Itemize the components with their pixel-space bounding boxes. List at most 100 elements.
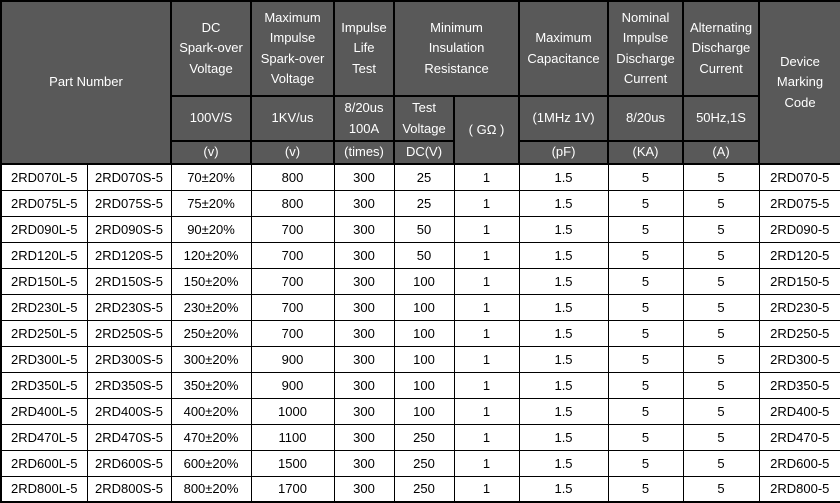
table-row: 2RD120L-5 2RD120S-5 120±20% 700 300 50 1 1.5 5 5 2…	[0, 241, 840, 269]
table-cell: 2RD120-5	[758, 241, 840, 269]
header-part-number: Part Number	[0, 0, 173, 165]
table-cell: 2RD800S-5	[86, 475, 172, 503]
table-cell: 150±20%	[170, 267, 252, 295]
table-cell: 2RD120S-5	[86, 241, 172, 269]
table-row: 2RD250L-5 2RD250S-5 250±20% 700 300 100 1 1.5 5 5…	[0, 319, 840, 347]
table-cell: 2RD075L-5	[0, 189, 88, 217]
table-cell: 2RD230-5	[758, 293, 840, 321]
header-impulse-life-test: Impulse Life Test	[333, 0, 396, 97]
table-cell: 5	[682, 397, 760, 425]
table-cell: 2RD120L-5	[0, 241, 88, 269]
header-test-voltage: Test Voltage	[393, 95, 456, 142]
table-cell: 5	[607, 241, 684, 269]
table-cell: 5	[607, 397, 684, 425]
table-cell: 5	[607, 319, 684, 347]
table-cell: 1.5	[518, 163, 609, 191]
table-cell: 1.5	[518, 475, 609, 503]
table-cell: 1.5	[518, 423, 609, 451]
table-cell: 5	[607, 267, 684, 295]
table-cell: 2RD090S-5	[86, 215, 172, 243]
table-cell: 250±20%	[170, 319, 252, 347]
header-ac-condition: 50Hz,1S	[682, 95, 761, 142]
table-cell: 5	[682, 163, 760, 191]
header-row-groups: Part Number DC Spark-over Voltage Maximu…	[0, 0, 840, 165]
table-cell: 25	[393, 163, 455, 191]
table-cell: 300	[333, 241, 395, 269]
table-cell: 2RD090-5	[758, 215, 840, 243]
table-cell: 120±20%	[170, 241, 252, 269]
table-cell: 5	[607, 449, 684, 477]
table-cell: 2RD250L-5	[0, 319, 88, 347]
table-cell: 5	[682, 423, 760, 451]
table-cell: 2RD075-5	[758, 189, 840, 217]
table-row: 2RD090L-5 2RD090S-5 90±20% 700 300 50 1 1.5 5 5 2R…	[0, 215, 840, 243]
table-cell: 100	[393, 345, 455, 373]
header-min-insulation-resistance: Minimum Insulation Resistance	[393, 0, 521, 97]
table-cell: 1.5	[518, 397, 609, 425]
table-cell: 2RD400-5	[758, 397, 840, 425]
table-cell: 400±20%	[170, 397, 252, 425]
table-row: 2RD300L-5 2RD300S-5 300±20% 900 300 100 1 1.5 5 5…	[0, 345, 840, 373]
header-impulse-condition: 1KV/us	[250, 95, 336, 142]
table-cell: 1	[453, 449, 520, 477]
header-max-impulse-sparkover-voltage: Maximum Impulse Spark-over Voltage	[250, 0, 336, 97]
table-cell: 100	[393, 293, 455, 321]
table-cell: 700	[250, 267, 335, 295]
table-cell: 50	[393, 215, 455, 243]
table-cell: 1.5	[518, 449, 609, 477]
table-cell: 2RD470-5	[758, 423, 840, 451]
table-cell: 300	[333, 475, 395, 503]
header-row-conditions: 100V/S 1KV/us 8/20us 100A Test Voltage (…	[1, 95, 840, 165]
table-cell: 1.5	[518, 267, 609, 295]
table-cell: 300	[333, 371, 395, 399]
table-cell: 2RD230L-5	[0, 293, 88, 321]
table-cell: 1	[453, 371, 520, 399]
table-cell: 5	[682, 241, 760, 269]
table-cell: 700	[250, 319, 335, 347]
table-cell: 2RD350L-5	[0, 371, 88, 399]
table-cell: 5	[682, 345, 760, 373]
table-cell: 2RD800L-5	[0, 475, 88, 503]
table-cell: 2RD250S-5	[86, 319, 172, 347]
table-cell: 2RD075S-5	[86, 189, 172, 217]
table-cell: 1000	[250, 397, 335, 425]
table-cell: 5	[682, 189, 760, 217]
table-cell: 2RD070L-5	[0, 163, 88, 191]
table-cell: 5	[682, 449, 760, 477]
table-cell: 5	[682, 371, 760, 399]
table-cell: 1100	[250, 423, 335, 451]
table-cell: 1	[453, 163, 520, 191]
table-row: 2RD150L-5 2RD150S-5 150±20% 700 300 100 1 1.5 5 5…	[0, 267, 840, 295]
header-impulse-unit: (v)	[250, 140, 336, 165]
header-life-unit: (times)	[333, 140, 396, 165]
table-cell: 300	[333, 215, 395, 243]
table-cell: 2RD150L-5	[0, 267, 88, 295]
table-cell: 2RD300L-5	[0, 345, 88, 373]
table-cell: 300	[333, 293, 395, 321]
table-row: 2RD350L-5 2RD350S-5 350±20% 900 300 100 1 1.5 5 5…	[0, 371, 840, 399]
table-row: 2RD470L-5 2RD470S-5 470±20% 1100 300 250 1 1.5 5…	[0, 423, 840, 451]
header-row-units: (v) (v) (times) DC(V) (pF) (KA) (A)	[1, 140, 840, 165]
table-cell: 2RD300S-5	[86, 345, 172, 373]
table-cell: 1500	[250, 449, 335, 477]
table-cell: 5	[607, 345, 684, 373]
table-cell: 2RD070-5	[758, 163, 840, 191]
table-cell: 2RD600S-5	[86, 449, 172, 477]
table-cell: 2RD400L-5	[0, 397, 88, 425]
table-cell: 800	[250, 189, 335, 217]
table-cell: 1	[453, 345, 520, 373]
header-dc-condition: 100V/S	[170, 95, 253, 142]
table-cell: 1.5	[518, 189, 609, 217]
table-cell: 300	[333, 345, 395, 373]
table-cell: 1.5	[518, 293, 609, 321]
table-cell: 300	[333, 319, 395, 347]
table-row: 2RD400L-5 2RD400S-5 400±20% 1000 300 100 1 1.5 5…	[0, 397, 840, 425]
table-cell: 250	[393, 423, 455, 451]
table-cell: 1	[453, 215, 520, 243]
table-cell: 2RD070S-5	[86, 163, 172, 191]
table-cell: 1.5	[518, 345, 609, 373]
table-cell: 1	[453, 241, 520, 269]
table-cell: 5	[607, 163, 684, 191]
table-cell: 300	[333, 267, 395, 295]
header-dc-unit: (v)	[170, 140, 253, 165]
